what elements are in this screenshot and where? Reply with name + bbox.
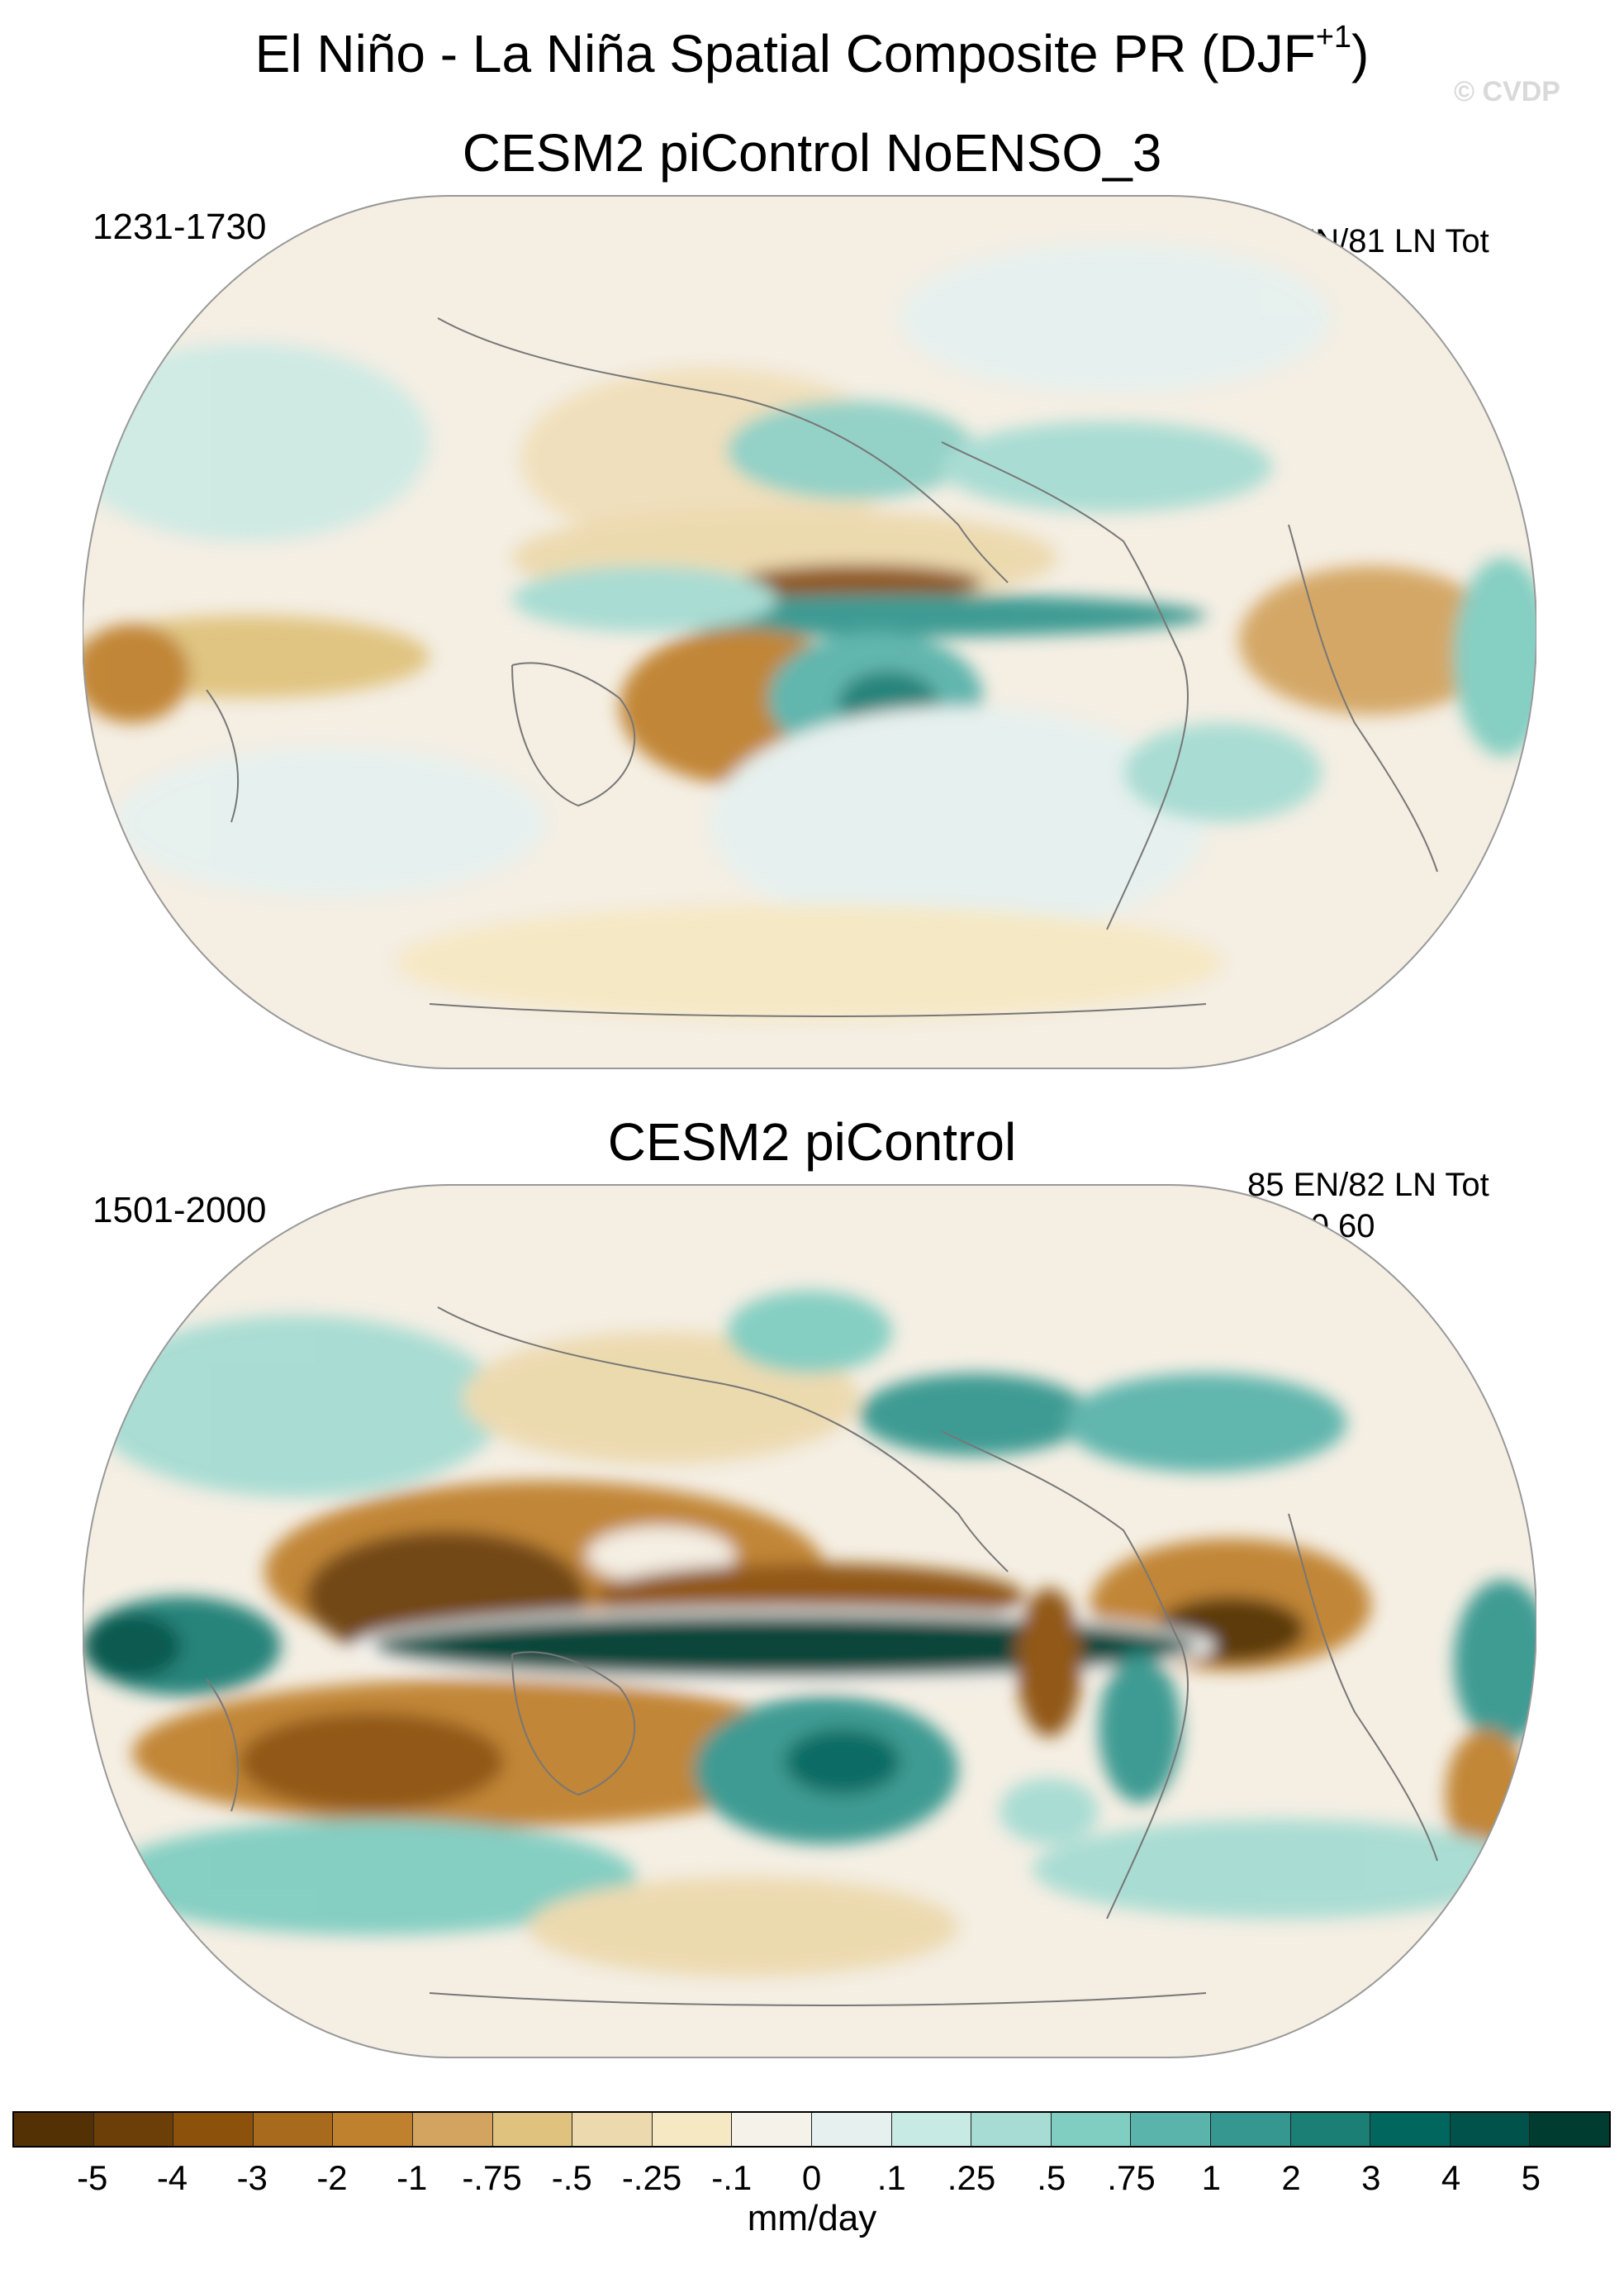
colorbar-segment [1290,2113,1371,2146]
colorbar-segment [1051,2113,1132,2146]
colorbar-segment [811,2113,892,2146]
colorbar-segment [971,2113,1052,2146]
colorbar [12,2111,1611,2148]
colorbar-tick-label: 5 [1521,2158,1541,2197]
colorbar-tick-label: -5 [77,2158,108,2197]
colorbar-segment [253,2113,334,2146]
colorbar-tick-label: -4 [156,2158,188,2197]
colorbar-tick-label: .75 [1107,2158,1156,2197]
colorbar-segment [173,2113,254,2146]
colorbar-tick-label: 0 [801,2158,822,2197]
colorbar-tick-label: .1 [876,2158,906,2197]
colorbar-segment [1370,2113,1451,2146]
panel-2-title: CESM2 piControl [607,1112,1017,1172]
colorbar-segment [1131,2113,1211,2146]
colorbar-segment [1450,2113,1531,2146]
colorbar-tick-label: 4 [1441,2158,1461,2197]
panel-1-coastlines [206,317,1438,1017]
colorbar-segment [1210,2113,1291,2146]
colorbar-segment [333,2113,413,2146]
colorbar-segment [1530,2113,1609,2146]
colorbar-tick-label: -.75 [462,2158,522,2197]
colorbar-tick-label: 3 [1361,2158,1381,2197]
panel-1-map [83,195,1536,1069]
colorbar-segment [14,2113,94,2146]
colorbar-segment [412,2113,493,2146]
colorbar-tick-label: .5 [1037,2158,1066,2197]
panel-1-title: CESM2 piControl NoENSO_3 [462,123,1162,183]
panel-1-precip-field [83,196,1536,1068]
panel-2-period: 1501-2000 [93,1190,267,1230]
panel-2-counts: 85 EN/82 LN Tot [1247,1167,1489,1203]
panel-2-precip-field [83,1185,1536,2057]
colorbar-tick-label: 1 [1201,2158,1221,2197]
colorbar-segment [492,2113,573,2146]
colorbar-tick-label: -.5 [551,2158,592,2197]
colorbar-tick-label: 2 [1281,2158,1301,2197]
figure-title: El Niño - La Niña Spatial Composite PR (… [254,20,1370,83]
colorbar-tick-label: -.25 [621,2158,682,2197]
colorbar-tick-label: -.1 [711,2158,753,2197]
colorbar-tick-label: -1 [397,2158,428,2197]
colorbar-segment [572,2113,653,2146]
cvdp-watermark: © CVDP [1454,76,1560,107]
colorbar-tick-label: .25 [947,2158,996,2197]
colorbar-tick-label: -2 [316,2158,348,2197]
colorbar-segment [732,2113,812,2146]
panel-1-period: 1231-1730 [93,207,267,247]
colorbar-segment [93,2113,174,2146]
panel-2-map [83,1184,1536,2058]
colorbar-units: mm/day [747,2198,877,2238]
colorbar-segment [652,2113,733,2146]
panel-2-coastlines [206,1306,1438,2006]
colorbar-tick-label: -3 [236,2158,268,2197]
colorbar-segment [891,2113,972,2146]
